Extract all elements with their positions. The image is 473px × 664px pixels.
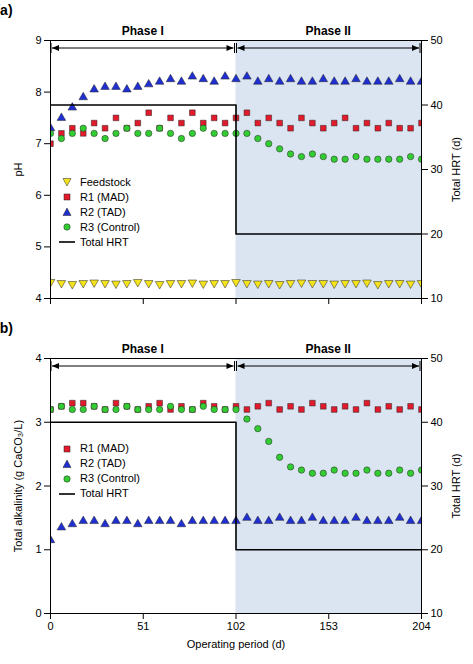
svg-text:102: 102 (227, 620, 245, 632)
svg-text:20: 20 (431, 543, 443, 555)
html-text:R2 (TAD): R2 (TAD) (80, 457, 126, 470)
svg-text:50: 50 (431, 34, 443, 46)
svg-text:3: 3 (35, 416, 41, 428)
svg-text:Phase I: Phase I (122, 342, 164, 356)
svg-text:Total HRT (d): Total HRT (d) (450, 137, 462, 202)
svg-text:204: 204 (412, 620, 430, 632)
svg-text:6: 6 (35, 189, 41, 201)
html-text:Feedstock: Feedstock (80, 175, 131, 188)
html-text:R2 (TAD): R2 (TAD) (80, 205, 126, 218)
html-text:R1 (MAD): R1 (MAD) (80, 190, 129, 203)
svg-text:5: 5 (35, 240, 41, 252)
html-text:R3 (Control): R3 (Control) (80, 472, 140, 485)
svg-text:Operating period (d): Operating period (d) (187, 638, 285, 650)
svg-text:Phase II: Phase II (306, 24, 351, 38)
svg-text:pH: pH (12, 162, 24, 176)
svg-text:7: 7 (35, 137, 41, 149)
svg-text:20: 20 (431, 228, 443, 240)
svg-text:10: 10 (431, 607, 443, 619)
svg-text:40: 40 (431, 99, 443, 111)
svg-text:1: 1 (35, 543, 41, 555)
svg-text:10: 10 (431, 292, 443, 304)
svg-text:153: 153 (320, 620, 338, 632)
svg-text:50: 50 (431, 352, 443, 364)
svg-text:0: 0 (47, 620, 53, 632)
svg-text:Total HRT (d): Total HRT (d) (450, 453, 462, 518)
svg-text:2: 2 (35, 480, 41, 492)
svg-text:(b): (b) (0, 320, 13, 336)
html-text:R1 (MAD): R1 (MAD) (80, 442, 129, 455)
html-text:Total HRT: Total HRT (80, 235, 129, 248)
svg-text:4: 4 (35, 352, 41, 364)
svg-text:51: 51 (137, 620, 149, 632)
svg-text:Total alkalinity (g CaCO₃/L): Total alkalinity (g CaCO₃/L) (12, 420, 24, 552)
svg-text:Phase II: Phase II (306, 342, 351, 356)
svg-text:0: 0 (35, 607, 41, 619)
svg-text:9: 9 (35, 34, 41, 46)
svg-text:8: 8 (35, 86, 41, 98)
svg-text:Phase I: Phase I (122, 24, 164, 38)
svg-text:4: 4 (35, 292, 41, 304)
html-text:Total HRT: Total HRT (80, 487, 129, 500)
svg-text:(a): (a) (0, 2, 13, 18)
html-text:R3 (Control): R3 (Control) (80, 220, 140, 233)
svg-text:40: 40 (431, 416, 443, 428)
svg-text:30: 30 (431, 163, 443, 175)
svg-text:30: 30 (431, 480, 443, 492)
